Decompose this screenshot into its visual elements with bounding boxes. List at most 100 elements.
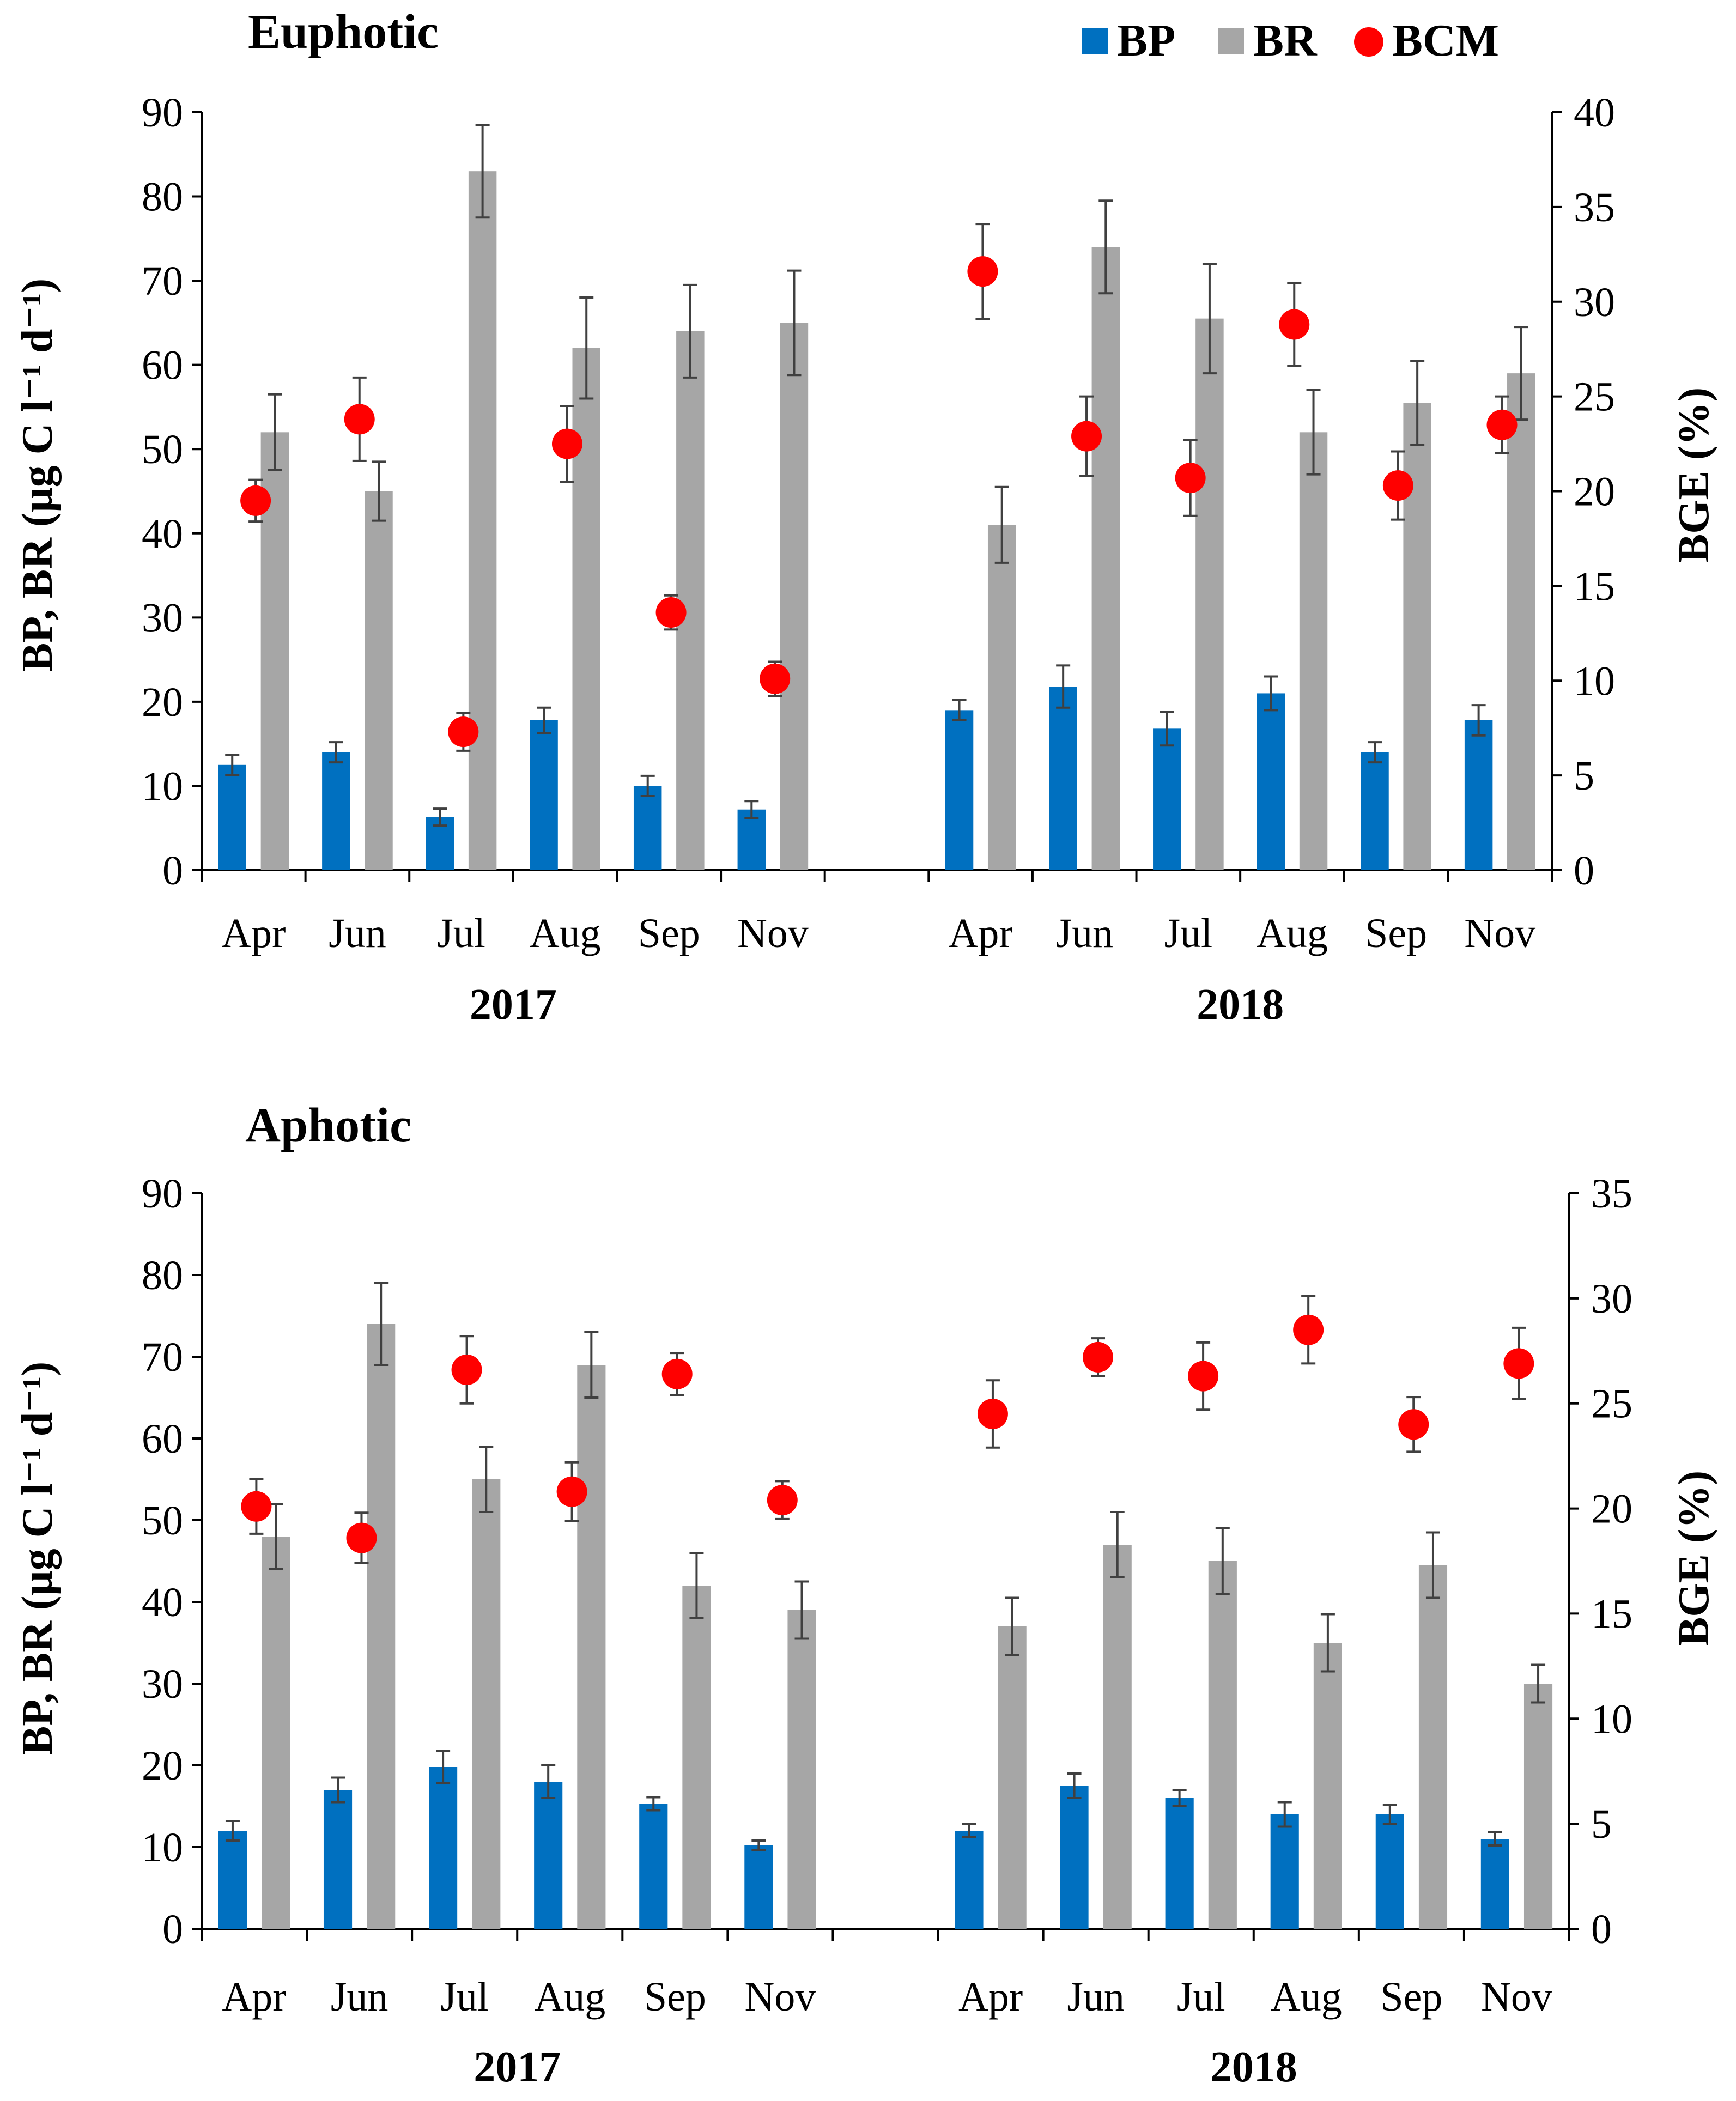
aphotic-bp-bar: [323, 1790, 353, 1929]
euphotic-br-bar: [1403, 403, 1431, 870]
aphotic-y2-tick-label: 35: [1591, 1171, 1632, 1217]
euphotic-bp-bar: [322, 752, 350, 870]
aphotic-bcm-point: [451, 1355, 482, 1385]
euphotic-bp-bar: [1464, 720, 1493, 870]
euphotic-bcm-point: [240, 485, 271, 516]
aphotic-br-bar: [262, 1537, 290, 1929]
aphotic-br-bar: [472, 1479, 501, 1929]
aphotic-panel: Aphotic BP, BR (µg C l⁻¹ d⁻¹) BGE (%) 0 1…: [14, 1098, 1718, 2091]
aphotic-y2-tick-label: 10: [1591, 1696, 1632, 1742]
aphotic-y-tick-label: 60: [142, 1416, 183, 1462]
euphotic-x-tick-label: Jul: [437, 910, 485, 956]
euphotic-x-tick-label: Aug: [1257, 910, 1328, 956]
euphotic-y2-tick-label: 20: [1574, 469, 1615, 515]
aphotic-y-tick-label: 80: [142, 1253, 183, 1298]
aphotic-bcm-point: [241, 1491, 272, 1522]
euphotic-y-tick-label: 30: [142, 595, 183, 641]
aphotic-bcm-point: [1398, 1409, 1429, 1440]
aphotic-bcm-point: [767, 1485, 798, 1516]
aphotic-y2-tick-label: 30: [1591, 1276, 1632, 1322]
aphotic-y-tick-label: 50: [142, 1498, 183, 1544]
euphotic-x-tick-label: Aug: [530, 910, 601, 956]
euphotic-x-tick-label: Nov: [1464, 910, 1535, 956]
euphotic-bcm-point: [1279, 309, 1310, 340]
euphotic-x-tick-label: Jun: [1055, 910, 1113, 956]
aphotic-br-bar: [1208, 1561, 1237, 1929]
euphotic-bp-bar: [530, 720, 558, 870]
legend-bcm-marker: [1354, 27, 1383, 57]
euphotic-x-tick-label: Nov: [737, 910, 809, 956]
aphotic-bp-bar: [429, 1767, 458, 1929]
euphotic-br-bar: [1507, 373, 1535, 870]
euphotic-x-tick-label: Apr: [221, 910, 286, 956]
euphotic-bp-bar: [1257, 693, 1285, 870]
euphotic-br-bar: [1299, 432, 1328, 870]
aphotic-bp-bar: [639, 1804, 668, 1929]
aphotic-bcm-point: [1293, 1314, 1324, 1345]
aphotic-y-tick-label: 20: [142, 1743, 183, 1789]
euphotic-y2-tick-label: 0: [1574, 848, 1594, 894]
euphotic-y2-tick-label: 5: [1574, 753, 1594, 799]
euphotic-y2-tick-label: 15: [1574, 563, 1615, 609]
euphotic-y2-tick-label: 30: [1574, 280, 1615, 325]
euphotic-y-tick-label: 40: [142, 511, 183, 557]
aphotic-bcm-point: [977, 1399, 1008, 1429]
aphotic-y-axis-label: BP, BR (µg C l⁻¹ d⁻¹): [14, 1362, 62, 1755]
euphotic-x-tick-label: Jul: [1164, 910, 1212, 956]
legend-br-swatch: [1218, 28, 1244, 54]
euphotic-bcm-point: [1175, 463, 1206, 494]
euphotic-x-tick-label: Jun: [329, 910, 386, 956]
euphotic-y-tick-label: 70: [142, 258, 183, 304]
euphotic-bcm-point: [655, 597, 687, 628]
aphotic-y2-tick-label: 0: [1591, 1906, 1612, 1952]
aphotic-br-bar: [367, 1324, 396, 1929]
aphotic-br-bar: [1418, 1565, 1448, 1929]
legend-bcm-label: BCM: [1392, 15, 1499, 66]
euphotic-bcm-point: [1382, 470, 1413, 501]
euphotic-bp-bar: [218, 764, 246, 870]
aphotic-bp-bar: [218, 1831, 247, 1929]
aphotic-bp-bar: [1165, 1798, 1194, 1929]
euphotic-br-bar: [780, 323, 809, 870]
euphotic-bp-bar: [945, 710, 974, 870]
aphotic-bp-bar: [1375, 1814, 1404, 1929]
aphotic-bp-bar: [1270, 1814, 1299, 1929]
euphotic-bp-bar: [633, 786, 662, 870]
euphotic-br-bar: [468, 171, 497, 870]
aphotic-bcm-point: [346, 1522, 377, 1553]
euphotic-y-axis-label: BP, BR (µg C l⁻¹ d⁻¹): [14, 278, 62, 672]
aphotic-bp-bar: [744, 1845, 773, 1929]
euphotic-x-tick-label: Sep: [1365, 910, 1427, 956]
aphotic-y2-tick-label: 15: [1591, 1591, 1632, 1637]
euphotic-bcm-point: [760, 663, 791, 694]
euphotic-y-tick-label: 0: [162, 848, 183, 894]
aphotic-y-tick-label: 30: [142, 1661, 183, 1707]
euphotic-y-tick-label: 60: [142, 343, 183, 388]
aphotic-bcm-point: [1188, 1361, 1219, 1392]
euphotic-bcm-point: [344, 404, 375, 435]
euphotic-bp-bar: [1153, 728, 1181, 870]
euphotic-br-bar: [572, 348, 600, 870]
legend-bp-swatch: [1082, 28, 1108, 54]
aphotic-year-label: 2017: [474, 2043, 561, 2091]
aphotic-bcm-point: [556, 1476, 587, 1507]
aphotic-bp-bar: [1480, 1839, 1509, 1929]
legend-bp-label: BP: [1117, 15, 1175, 66]
euphotic-br-bar: [676, 331, 705, 870]
aphotic-br-bar: [1523, 1684, 1553, 1929]
euphotic-y2-tick-label: 10: [1574, 658, 1615, 704]
euphotic-bp-bar: [1049, 687, 1077, 870]
aphotic-bp-bar: [1060, 1786, 1089, 1929]
aphotic-x-tick-label: Jul: [1177, 1974, 1225, 2020]
euphotic-bp-bar: [737, 809, 766, 870]
euphotic-bcm-point: [1486, 409, 1518, 440]
euphotic-y-tick-label: 90: [142, 90, 183, 136]
euphotic-x-tick-label: Sep: [638, 910, 700, 956]
aphotic-y-tick-label: 10: [142, 1825, 183, 1871]
euphotic-y-tick-label: 50: [142, 427, 183, 472]
aphotic-title: Aphotic: [245, 1098, 411, 1152]
euphotic-br-bar: [1091, 247, 1120, 871]
aphotic-year-label: 2018: [1210, 2043, 1297, 2091]
